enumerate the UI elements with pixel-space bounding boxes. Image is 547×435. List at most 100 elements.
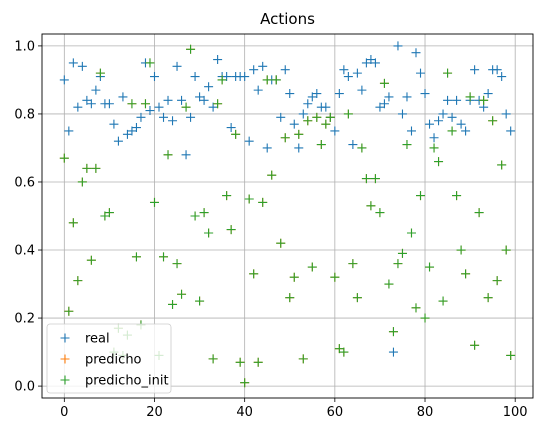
data-point bbox=[474, 208, 484, 218]
data-point bbox=[159, 252, 169, 262]
data-point bbox=[452, 191, 462, 201]
data-point bbox=[370, 58, 380, 68]
data-point bbox=[479, 95, 489, 105]
data-point bbox=[339, 347, 349, 357]
data-point bbox=[168, 299, 178, 309]
data-point bbox=[91, 163, 101, 173]
data-point bbox=[366, 55, 376, 65]
data-point bbox=[181, 150, 191, 160]
data-point bbox=[177, 289, 187, 299]
data-point bbox=[379, 78, 389, 88]
data-point bbox=[379, 99, 389, 109]
data-point bbox=[208, 354, 218, 364]
data-point bbox=[348, 259, 358, 269]
data-point bbox=[497, 160, 507, 170]
data-point bbox=[330, 126, 340, 136]
data-point bbox=[271, 75, 281, 85]
x-tick-label: 80 bbox=[417, 405, 434, 420]
data-point bbox=[285, 293, 295, 303]
data-point bbox=[312, 112, 322, 122]
data-point bbox=[303, 99, 313, 109]
data-point bbox=[357, 143, 367, 153]
legend-label: real bbox=[85, 332, 110, 347]
data-point bbox=[388, 327, 398, 337]
data-point bbox=[118, 92, 128, 102]
data-point bbox=[294, 143, 304, 153]
data-point bbox=[267, 170, 277, 180]
data-point bbox=[226, 225, 236, 235]
data-point bbox=[393, 41, 403, 51]
series-real bbox=[59, 41, 516, 357]
plot-frame bbox=[41, 33, 534, 399]
data-point bbox=[122, 129, 132, 139]
data-point bbox=[492, 65, 502, 75]
data-point bbox=[289, 272, 299, 282]
data-point bbox=[492, 276, 502, 286]
data-point bbox=[343, 72, 353, 82]
x-tick-label: 60 bbox=[327, 405, 344, 420]
data-point bbox=[208, 102, 218, 112]
data-point bbox=[73, 276, 83, 286]
data-point bbox=[289, 119, 299, 129]
data-point bbox=[213, 99, 223, 109]
data-point bbox=[127, 126, 137, 136]
data-point bbox=[357, 85, 367, 95]
data-point bbox=[258, 61, 268, 71]
data-point bbox=[95, 68, 105, 78]
data-point bbox=[145, 58, 155, 68]
data-point bbox=[361, 174, 371, 184]
data-point bbox=[77, 177, 87, 187]
legend-marker bbox=[60, 375, 70, 385]
data-point bbox=[262, 143, 272, 153]
data-point bbox=[438, 109, 448, 119]
data-point bbox=[100, 211, 110, 221]
data-point bbox=[366, 201, 376, 211]
data-point bbox=[222, 72, 232, 82]
data-point bbox=[416, 191, 426, 201]
data-point bbox=[438, 296, 448, 306]
y-tick-label: 0.6 bbox=[14, 175, 35, 190]
data-point bbox=[231, 129, 241, 139]
data-point bbox=[163, 95, 173, 105]
data-point bbox=[258, 197, 268, 207]
data-point bbox=[312, 89, 322, 99]
data-point bbox=[253, 85, 263, 95]
data-point bbox=[429, 133, 439, 143]
data-point bbox=[416, 68, 426, 78]
data-point bbox=[82, 163, 92, 173]
data-point bbox=[461, 269, 471, 279]
data-point bbox=[222, 191, 232, 201]
data-point bbox=[204, 228, 214, 238]
data-point bbox=[204, 82, 214, 92]
data-point bbox=[104, 208, 114, 218]
data-point bbox=[244, 194, 254, 204]
x-tick-label: 20 bbox=[146, 405, 163, 420]
data-point bbox=[425, 119, 435, 129]
data-point bbox=[425, 262, 435, 272]
data-point bbox=[190, 211, 200, 221]
legend-marker bbox=[60, 333, 70, 343]
data-point bbox=[406, 228, 416, 238]
data-point bbox=[461, 126, 471, 136]
data-point bbox=[213, 55, 223, 65]
data-point bbox=[348, 140, 358, 150]
data-point bbox=[397, 248, 407, 258]
data-point bbox=[334, 89, 344, 99]
data-point bbox=[402, 92, 412, 102]
data-point bbox=[64, 126, 74, 136]
data-point bbox=[307, 92, 317, 102]
data-point bbox=[375, 208, 385, 218]
data-point bbox=[303, 116, 313, 126]
legend: real predicho predicho_init bbox=[46, 323, 172, 394]
data-point bbox=[172, 259, 182, 269]
data-point bbox=[497, 72, 507, 82]
data-point bbox=[109, 119, 119, 129]
x-tick-label: 0 bbox=[60, 405, 68, 420]
data-point bbox=[393, 259, 403, 269]
data-point bbox=[298, 354, 308, 364]
data-point bbox=[195, 296, 205, 306]
data-point bbox=[443, 95, 453, 105]
data-point bbox=[483, 89, 493, 99]
data-point bbox=[280, 133, 290, 143]
